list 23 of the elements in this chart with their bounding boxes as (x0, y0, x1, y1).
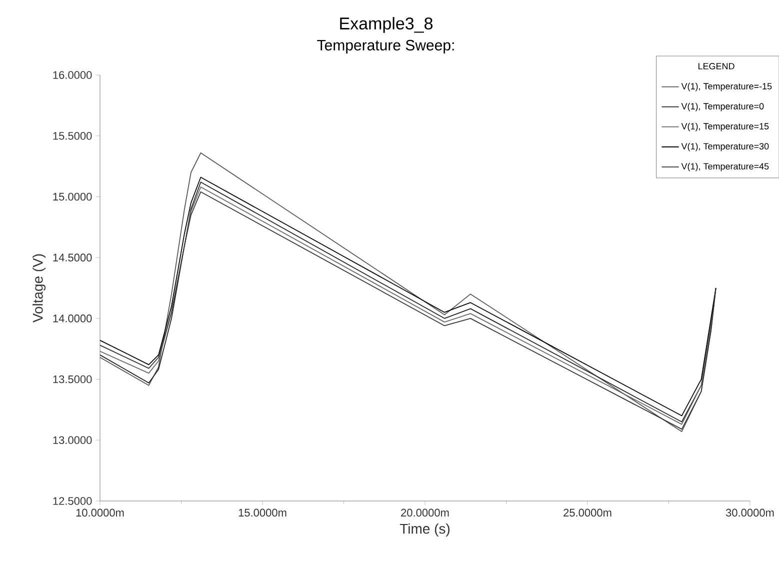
legend-label: V(1), Temperature=15 (681, 122, 769, 132)
legend-label: V(1), Temperature=-15 (681, 82, 772, 92)
y-tick-label: 13.5000 (53, 375, 92, 384)
y-tick-label: 14.5000 (53, 254, 92, 262)
y-tick-label: 14.0000 (53, 314, 92, 322)
legend-label: V(1), Temperature=45 (681, 162, 769, 172)
y-tick-label: 13.0000 (53, 436, 92, 444)
x-axis-title: Time (s) (400, 523, 450, 536)
x-tick-label: 30.0000m (726, 508, 774, 517)
y-axis-title: Voltage (V) (32, 254, 46, 323)
y-tick-label: 15.5000 (53, 132, 92, 140)
x-tick-label: 20.0000m (401, 508, 449, 517)
x-tick-label: 15.0000m (238, 508, 286, 517)
y-tick-label: 15.0000 (53, 192, 92, 201)
x-tick-label: 25.0000m (564, 508, 612, 517)
legend-label: V(1), Temperature=0 (681, 102, 764, 112)
legend-label: V(1), Temperature=30 (681, 142, 769, 152)
chart-subtitle: Temperature Sweep: (317, 40, 454, 54)
chart-title: Example3_8 (340, 17, 433, 33)
legend-title: LEGEND (698, 63, 734, 70)
x-tick-label: 10.0000m (76, 508, 124, 517)
y-tick-label: 16.0000 (53, 71, 92, 79)
y-tick-label: 12.5000 (53, 497, 92, 505)
